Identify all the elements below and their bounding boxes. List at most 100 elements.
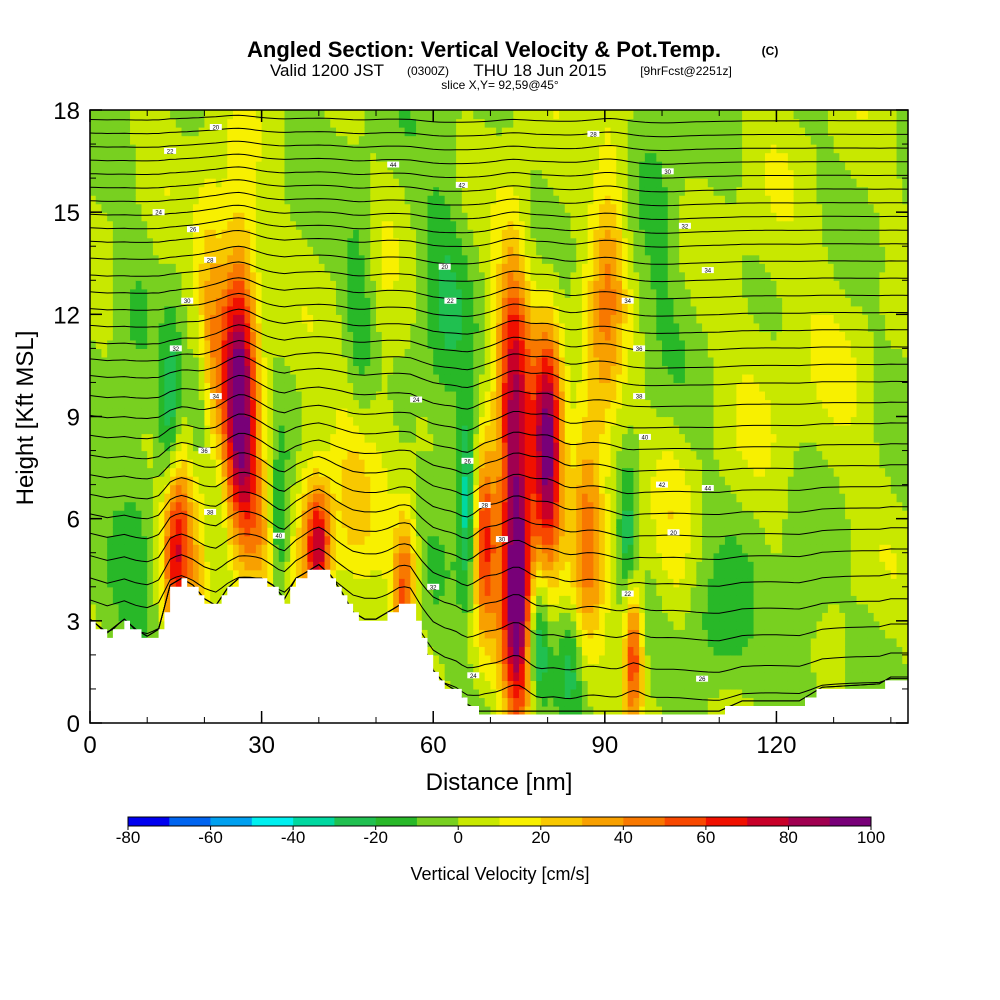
field-cell [152, 493, 160, 503]
field-cell [210, 169, 217, 179]
field-cell [416, 161, 423, 171]
field-cell [421, 518, 429, 528]
field-cell [255, 314, 263, 324]
field-cell [467, 144, 474, 154]
field-cell [467, 263, 474, 273]
field-cell [152, 442, 160, 452]
field-cell [456, 620, 463, 630]
field-cell [284, 527, 291, 537]
field-cell [118, 280, 125, 290]
field-cell [450, 671, 457, 682]
field-cell [250, 212, 257, 222]
field-cell [387, 527, 394, 537]
field-cell [267, 169, 274, 179]
field-cell [278, 297, 286, 307]
field-cell [158, 212, 165, 222]
field-cell [444, 637, 451, 647]
field-cell [112, 442, 120, 452]
field-cell [101, 425, 108, 435]
field-cell [255, 356, 263, 367]
field-cell [376, 527, 383, 537]
field-cell [313, 263, 320, 273]
field-cell [175, 186, 183, 196]
field-cell [187, 382, 194, 392]
field-cell [398, 578, 406, 588]
field-cell [198, 237, 206, 247]
field-cell [221, 552, 228, 562]
field-cell [358, 450, 366, 460]
field-cell [192, 161, 200, 171]
field-cell [324, 263, 331, 273]
field-cell [318, 288, 326, 298]
field-cell [404, 169, 411, 179]
field-cell [381, 212, 389, 222]
field-cell [335, 459, 343, 469]
field-cell [393, 450, 400, 460]
field-cell [358, 407, 366, 418]
field-cell [204, 535, 211, 545]
field-cell [192, 459, 200, 469]
field-cell [358, 161, 366, 171]
field-cell [461, 271, 469, 281]
field-cell [456, 144, 463, 154]
field-cell [215, 407, 223, 418]
field-cell [450, 552, 457, 562]
field-cell [273, 459, 280, 469]
field-cell [353, 407, 360, 418]
field-cell [198, 450, 206, 460]
field-cell [295, 169, 303, 179]
field-cell [118, 416, 125, 426]
field-cell [141, 348, 148, 358]
field-cell [341, 552, 349, 562]
field-cell [341, 229, 349, 239]
field-cell [118, 118, 125, 128]
field-cell [124, 127, 131, 137]
field-cell [467, 288, 474, 298]
field-cell [450, 595, 457, 605]
field-cell [244, 246, 251, 256]
field-cell [141, 263, 148, 273]
field-cell [421, 322, 429, 332]
field-cell [95, 254, 103, 264]
field-cell [221, 288, 228, 298]
field-cell [267, 271, 274, 281]
field-cell [238, 144, 246, 154]
field-cell [181, 237, 188, 247]
field-cell [410, 356, 417, 367]
field-cell [284, 493, 291, 503]
field-cell [233, 433, 240, 443]
field-cell [244, 203, 251, 213]
field-cell [313, 467, 320, 477]
field-cell [273, 169, 280, 179]
field-cell [427, 399, 434, 409]
field-cell [301, 356, 308, 367]
field-cell [221, 459, 228, 469]
field-cell [353, 195, 360, 205]
field-cell [467, 390, 474, 401]
field-cell [141, 220, 148, 230]
field-cell [433, 450, 440, 460]
field-cell [358, 339, 366, 349]
field-cell [152, 118, 160, 128]
field-cell [284, 297, 291, 307]
field-cell [152, 544, 160, 554]
field-cell [353, 425, 360, 435]
field-cell [376, 203, 383, 213]
field-cell [444, 152, 451, 162]
field-cell [341, 110, 349, 120]
field-cell [187, 390, 194, 401]
field-cell [427, 620, 434, 630]
field-cell [467, 152, 474, 162]
field-cell [221, 578, 228, 588]
field-cell [118, 527, 125, 537]
field-cell [370, 195, 377, 205]
field-cell [301, 450, 308, 460]
field-cell [267, 110, 274, 120]
field-cell [221, 254, 228, 264]
field-cell [107, 544, 114, 554]
field-cell [444, 127, 451, 137]
field-cell [404, 578, 411, 588]
field-cell [410, 348, 417, 358]
field-cell [210, 152, 217, 162]
field-cell [147, 118, 154, 128]
